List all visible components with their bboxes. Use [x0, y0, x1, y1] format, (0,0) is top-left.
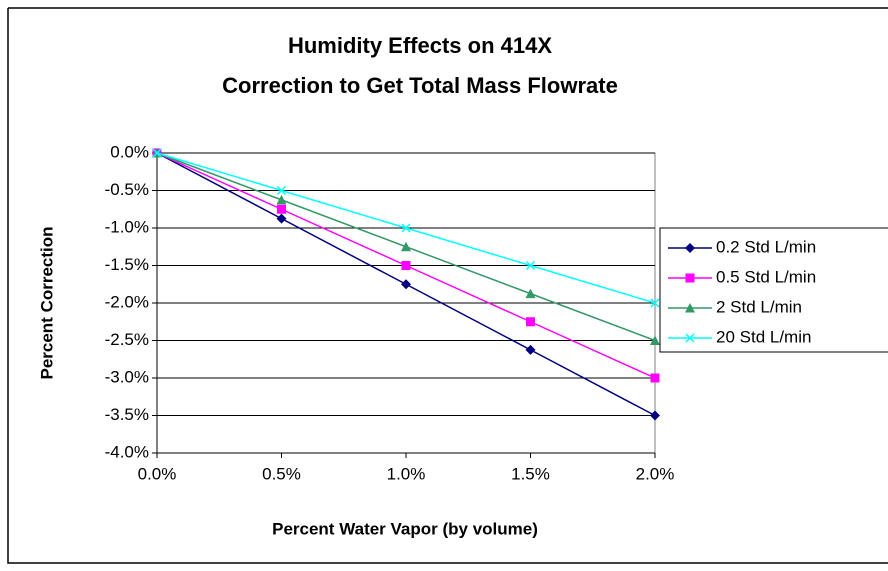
y-tick-label: -0.5%: [105, 180, 149, 199]
data-point: [401, 261, 411, 270]
y-tick-label: -2.0%: [105, 292, 149, 311]
chart-frame: [7, 7, 888, 564]
legend-marker: [685, 333, 695, 343]
y-tick-label: -2.5%: [105, 330, 149, 349]
data-point: [401, 241, 411, 252]
data-point: [276, 185, 287, 196]
data-point: [650, 335, 660, 345]
y-tick-label: -3.5%: [105, 405, 149, 424]
data-point: [525, 260, 536, 271]
chart-title: Humidity Effects on 414X: [288, 33, 552, 58]
legend-marker: [685, 273, 695, 283]
x-tick-label: 1.0%: [387, 464, 426, 483]
data-point: [525, 344, 536, 355]
data-point: [401, 279, 411, 290]
data-point: [401, 223, 411, 233]
y-axis-label: Percent Correction: [37, 226, 56, 379]
y-tick-label: -3.0%: [105, 367, 149, 386]
x-tick-label: 1.5%: [511, 464, 550, 483]
x-tick-label: 0.0%: [138, 464, 177, 483]
legend-label: 2 Std L/min: [716, 297, 802, 316]
data-point: [277, 204, 286, 214]
y-tick-label: -1.0%: [105, 217, 149, 236]
data-point: [525, 288, 536, 299]
data-point: [152, 148, 162, 158]
data-point: [526, 317, 535, 327]
y-tick-label: 0.0%: [110, 142, 149, 161]
legend-label: 0.2 Std L/min: [716, 237, 816, 256]
data-point: [650, 298, 660, 308]
data-point: [650, 410, 660, 421]
y-tick-label: -4.0%: [105, 442, 149, 461]
data-point: [276, 213, 287, 224]
data-point: [276, 194, 287, 205]
data-point: [650, 373, 660, 383]
legend-label: 0.5 Std L/min: [716, 267, 816, 286]
legend-label: 20 Std L/min: [716, 327, 811, 346]
legend-marker: [685, 303, 695, 313]
x-axis-label: Percent Water Vapor (by volume): [272, 519, 538, 538]
legend-marker: [685, 243, 695, 253]
x-tick-label: 2.0%: [636, 464, 675, 483]
chart-title: Correction to Get Total Mass Flowrate: [222, 73, 618, 98]
x-tick-label: 0.5%: [262, 464, 301, 483]
y-tick-label: -1.5%: [105, 255, 149, 274]
